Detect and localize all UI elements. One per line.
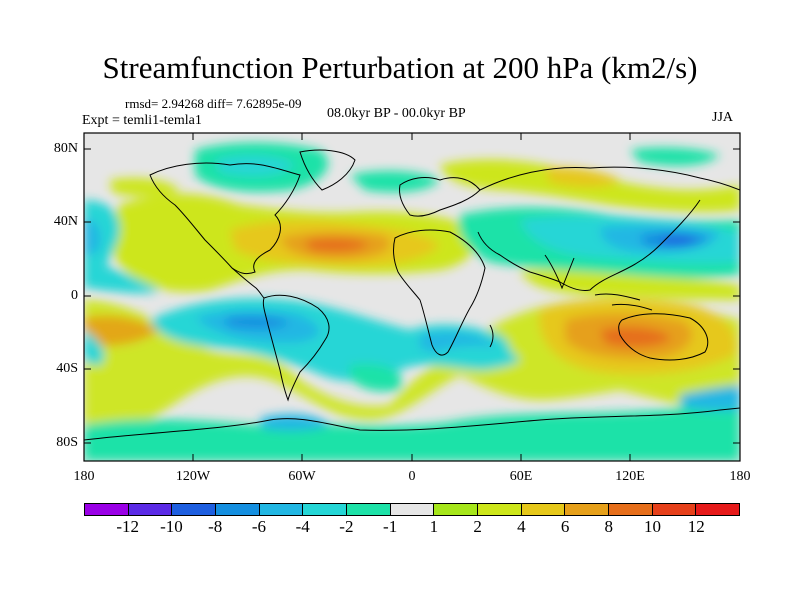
colorbar-swatch (172, 504, 217, 515)
field-region (305, 238, 370, 252)
colorbar-label: -12 (116, 517, 140, 536)
axis-ticks (84, 133, 740, 461)
coastline-india (544, 254, 575, 290)
colorbar-swatch (521, 504, 566, 515)
colorbar-swatch (478, 504, 522, 515)
x-tick-label: 60W (288, 469, 316, 484)
colorbar-swatch (259, 504, 304, 515)
coastline-australia (618, 313, 709, 361)
field-region (225, 315, 290, 329)
x-tick-label: 180 (729, 469, 751, 484)
colorbar-swatch (390, 504, 435, 515)
colorbar-label: 8 (604, 517, 614, 536)
field-layer (84, 133, 740, 461)
colorbar-label: -10 (160, 517, 183, 536)
colorbar (84, 503, 740, 516)
field-region (84, 218, 101, 255)
period-label: 08.0kyr BP - 00.0kyr BP (327, 106, 466, 121)
colorbar-swatch (434, 504, 479, 515)
colorbar-swatch (565, 504, 610, 515)
field-region (520, 269, 740, 300)
coastline-antarctica (84, 407, 740, 441)
colorbar-label: 4 (517, 517, 526, 536)
x-tick-label: 0 (408, 469, 416, 484)
field-region (84, 395, 740, 461)
y-tick-label: 0 (71, 288, 78, 303)
colorbar-label: 10 (644, 517, 662, 536)
coastline-greenland (299, 149, 356, 191)
coastline-madagascar (489, 324, 494, 348)
field-region (660, 236, 698, 245)
colorbar-label: 2 (473, 517, 482, 536)
field-region (84, 260, 160, 294)
field-region (260, 414, 330, 431)
colorbar-label: 12 (687, 517, 705, 536)
season-label: JJA (712, 110, 734, 125)
coastline-north-america (149, 162, 301, 275)
map-title: Streamfunction Perturbation at 200 hPa (… (102, 50, 698, 85)
coastlines (84, 149, 740, 441)
x-tick-label: 60E (509, 469, 533, 484)
field-region (680, 385, 740, 411)
colorbar-label: -6 (251, 517, 266, 536)
colorbar-swatch (303, 504, 348, 515)
field-region (545, 167, 620, 187)
field-region (350, 170, 440, 193)
x-tick-label: 120W (175, 469, 211, 484)
coastline-indonesia (594, 293, 653, 311)
colorbar-swatch (128, 504, 173, 515)
colorbar-swatch (216, 504, 260, 515)
coastline-south-america (262, 294, 330, 402)
coastline-africa (393, 229, 486, 356)
x-tick-label: 120E (615, 469, 645, 484)
x-tick-label: 180 (73, 469, 95, 484)
field-region (215, 155, 295, 176)
colorbar-label: -2 (339, 517, 354, 536)
field-region (349, 363, 402, 392)
y-tick-label: 40N (53, 214, 78, 229)
colorbar-label: -1 (383, 517, 398, 536)
colorbar-label: -8 (208, 517, 223, 536)
field-region (630, 147, 720, 166)
field-region (600, 327, 672, 348)
experiment-label: Expt = temli1-temla1 (82, 113, 202, 128)
stats-line: rmsd= 2.94268 diff= 7.62895e-09 (125, 96, 302, 111)
y-tick-label: 80N (53, 141, 78, 156)
colorbar-label: -4 (295, 517, 310, 536)
colorbar-swatch (85, 504, 129, 515)
y-tick-label: 40S (56, 361, 78, 376)
field-region (84, 330, 105, 365)
colorbar-swatch (347, 504, 391, 515)
colorbar-label: 6 (560, 517, 570, 536)
coastline-europe (399, 177, 481, 217)
field-region (110, 178, 180, 197)
y-tick-label: 80S (56, 435, 78, 450)
field-region (84, 315, 160, 347)
colorbar-swatch (652, 504, 697, 515)
field-region (440, 345, 520, 370)
colorbar-swatch (696, 504, 740, 515)
colorbar-label: 1 (429, 517, 439, 536)
coastline-central-america (231, 267, 265, 299)
coastline-asia (477, 166, 740, 291)
colorbar-swatch (609, 504, 653, 515)
